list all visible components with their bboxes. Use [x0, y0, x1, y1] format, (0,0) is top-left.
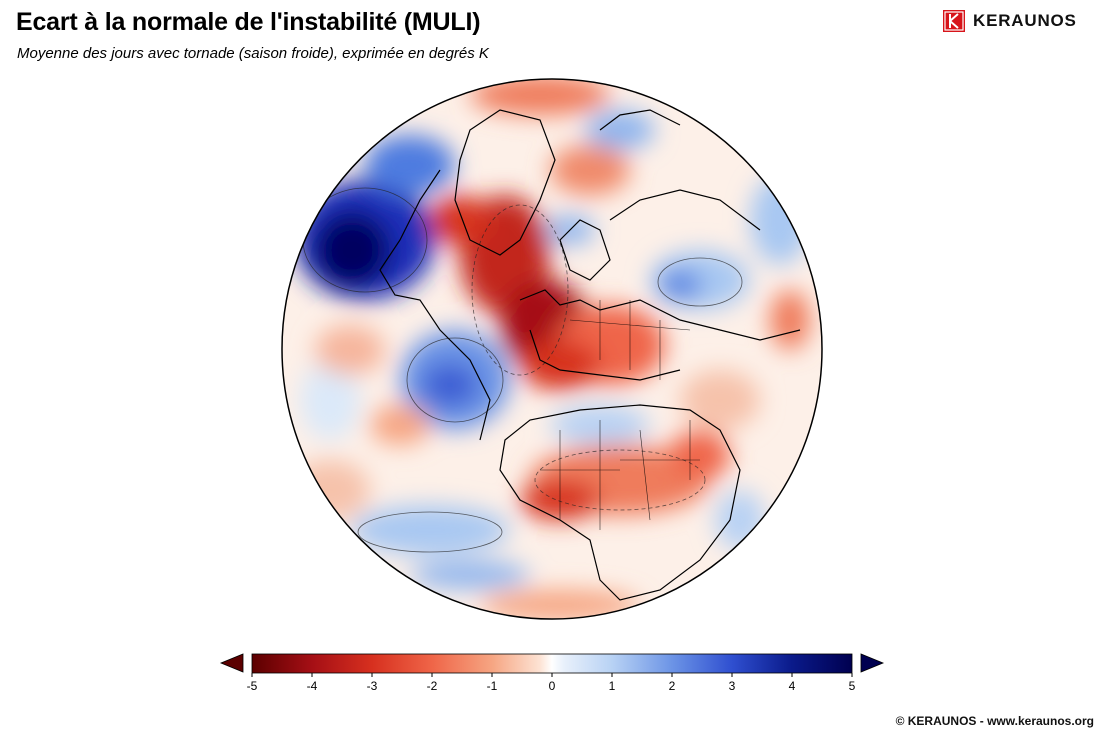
colorbar-tick-label: 4 [789, 679, 796, 693]
map-subtitle: Moyenne des jours avec tornade (saison f… [17, 45, 489, 62]
colorbar-tick-label: 2 [669, 679, 676, 693]
copyright-text: © KERAUNOS - www.keraunos.org [895, 714, 1094, 728]
colorbar-tick-label: -5 [247, 679, 258, 693]
globe-map [281, 78, 823, 620]
colorbar-extend-high-arrow [860, 653, 885, 673]
colorbar-tick-label: 0 [549, 679, 556, 693]
colorbar-ticks: -5 -4 -3 -2 -1 0 1 2 3 4 5 [247, 673, 856, 693]
barents-warm-area [550, 145, 630, 195]
colorbar-tick-label: 5 [849, 679, 856, 693]
colorbar-tick-label: -2 [427, 679, 438, 693]
colorbar-tick-label: -4 [307, 679, 318, 693]
colorbar-gradient [251, 653, 853, 674]
colorbar-extend-low-arrow [219, 653, 244, 673]
brand-name: KERAUNOS [973, 11, 1077, 30]
brand-logo: KERAUNOS [943, 9, 1077, 33]
keraunos-logo-icon [943, 10, 965, 32]
map-title: Ecart à la normale de l'instabilité (MUL… [16, 8, 481, 36]
colorbar-tick-label: -3 [367, 679, 378, 693]
colorbar-tick-label: 3 [729, 679, 736, 693]
colorbar-tick-label: -1 [487, 679, 498, 693]
colorbar-tick-label: 1 [609, 679, 616, 693]
